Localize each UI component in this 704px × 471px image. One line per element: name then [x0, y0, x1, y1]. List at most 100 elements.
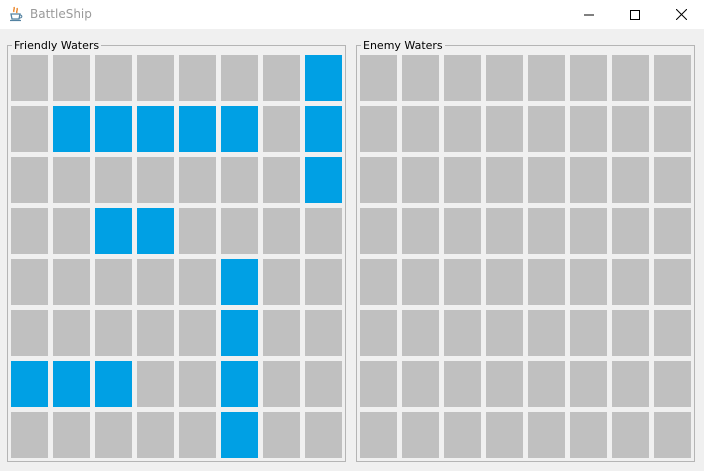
title-bar[interactable]: BattleShip: [0, 0, 704, 29]
friendly-cell[interactable]: [263, 208, 300, 254]
friendly-cell[interactable]: [11, 259, 48, 305]
friendly-cell[interactable]: [263, 361, 300, 407]
enemy-cell[interactable]: [486, 208, 523, 254]
friendly-cell[interactable]: [263, 55, 300, 101]
enemy-cell[interactable]: [402, 55, 439, 101]
friendly-cell-ship[interactable]: [221, 106, 258, 152]
friendly-cell-ship[interactable]: [305, 157, 342, 203]
friendly-cell[interactable]: [179, 361, 216, 407]
enemy-cell[interactable]: [360, 259, 397, 305]
enemy-cell[interactable]: [486, 361, 523, 407]
enemy-cell[interactable]: [654, 310, 691, 356]
enemy-cell[interactable]: [570, 259, 607, 305]
friendly-cell[interactable]: [95, 259, 132, 305]
enemy-cell[interactable]: [486, 157, 523, 203]
friendly-cell-ship[interactable]: [95, 208, 132, 254]
enemy-cell[interactable]: [360, 157, 397, 203]
friendly-cell-ship[interactable]: [137, 106, 174, 152]
friendly-cell[interactable]: [263, 310, 300, 356]
friendly-cell-ship[interactable]: [137, 208, 174, 254]
enemy-cell[interactable]: [570, 412, 607, 458]
friendly-cell[interactable]: [305, 259, 342, 305]
friendly-cell[interactable]: [95, 412, 132, 458]
enemy-cell[interactable]: [570, 157, 607, 203]
enemy-cell[interactable]: [528, 55, 565, 101]
enemy-cell[interactable]: [528, 106, 565, 152]
friendly-cell[interactable]: [221, 55, 258, 101]
enemy-cell[interactable]: [528, 361, 565, 407]
friendly-cell[interactable]: [11, 208, 48, 254]
friendly-cell[interactable]: [137, 412, 174, 458]
enemy-cell[interactable]: [612, 157, 649, 203]
enemy-cell[interactable]: [654, 157, 691, 203]
friendly-cell[interactable]: [179, 259, 216, 305]
enemy-cell[interactable]: [612, 310, 649, 356]
enemy-cell[interactable]: [612, 259, 649, 305]
enemy-cell[interactable]: [444, 55, 481, 101]
friendly-cell-ship[interactable]: [221, 412, 258, 458]
enemy-cell[interactable]: [612, 55, 649, 101]
friendly-cell-ship[interactable]: [53, 361, 90, 407]
friendly-cell[interactable]: [95, 157, 132, 203]
friendly-cell-ship[interactable]: [95, 361, 132, 407]
close-button[interactable]: [658, 0, 704, 29]
enemy-cell[interactable]: [528, 310, 565, 356]
enemy-cell[interactable]: [360, 412, 397, 458]
enemy-cell[interactable]: [654, 412, 691, 458]
friendly-cell[interactable]: [137, 259, 174, 305]
enemy-cell[interactable]: [612, 361, 649, 407]
friendly-cell[interactable]: [53, 55, 90, 101]
enemy-cell[interactable]: [444, 106, 481, 152]
friendly-cell[interactable]: [53, 412, 90, 458]
friendly-cell[interactable]: [221, 208, 258, 254]
friendly-cell[interactable]: [53, 310, 90, 356]
enemy-cell[interactable]: [486, 106, 523, 152]
enemy-cell[interactable]: [654, 259, 691, 305]
enemy-cell[interactable]: [402, 259, 439, 305]
enemy-cell[interactable]: [486, 55, 523, 101]
enemy-cell[interactable]: [444, 412, 481, 458]
enemy-cell[interactable]: [654, 208, 691, 254]
enemy-cell[interactable]: [402, 208, 439, 254]
enemy-cell[interactable]: [402, 157, 439, 203]
friendly-cell[interactable]: [263, 412, 300, 458]
enemy-cell[interactable]: [444, 361, 481, 407]
friendly-cell[interactable]: [95, 55, 132, 101]
minimize-button[interactable]: [566, 0, 612, 29]
enemy-cell[interactable]: [528, 157, 565, 203]
enemy-cell[interactable]: [402, 412, 439, 458]
enemy-cell[interactable]: [444, 310, 481, 356]
friendly-cell[interactable]: [53, 259, 90, 305]
friendly-cell[interactable]: [305, 310, 342, 356]
enemy-cell[interactable]: [570, 106, 607, 152]
enemy-cell[interactable]: [570, 208, 607, 254]
enemy-cell[interactable]: [444, 259, 481, 305]
enemy-cell[interactable]: [486, 259, 523, 305]
friendly-cell[interactable]: [137, 310, 174, 356]
friendly-cell[interactable]: [11, 106, 48, 152]
enemy-cell[interactable]: [654, 55, 691, 101]
enemy-cell[interactable]: [360, 106, 397, 152]
friendly-cell[interactable]: [137, 157, 174, 203]
enemy-cell[interactable]: [654, 361, 691, 407]
friendly-cell[interactable]: [11, 412, 48, 458]
friendly-cell[interactable]: [11, 157, 48, 203]
friendly-cell[interactable]: [263, 106, 300, 152]
enemy-cell[interactable]: [402, 310, 439, 356]
enemy-cell[interactable]: [360, 310, 397, 356]
enemy-cell[interactable]: [486, 412, 523, 458]
friendly-cell[interactable]: [179, 157, 216, 203]
enemy-cell[interactable]: [360, 55, 397, 101]
friendly-cell[interactable]: [11, 55, 48, 101]
friendly-cell-ship[interactable]: [305, 106, 342, 152]
friendly-cell[interactable]: [221, 157, 258, 203]
enemy-cell[interactable]: [570, 361, 607, 407]
enemy-cell[interactable]: [612, 208, 649, 254]
friendly-cell-ship[interactable]: [179, 106, 216, 152]
friendly-cell[interactable]: [137, 361, 174, 407]
enemy-cell[interactable]: [402, 106, 439, 152]
friendly-cell[interactable]: [179, 55, 216, 101]
enemy-cell[interactable]: [444, 208, 481, 254]
friendly-cell-ship[interactable]: [221, 259, 258, 305]
friendly-cell-ship[interactable]: [53, 106, 90, 152]
